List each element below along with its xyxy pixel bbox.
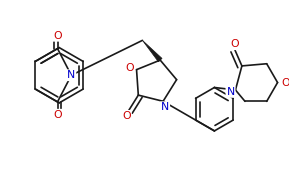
Text: N: N [67, 70, 75, 80]
Text: O: O [122, 111, 131, 121]
Polygon shape [142, 40, 162, 62]
Text: O: O [53, 31, 62, 41]
Text: O: O [125, 63, 134, 73]
Text: O: O [281, 78, 289, 88]
Text: O: O [53, 110, 62, 120]
Text: N: N [161, 102, 169, 112]
Text: N: N [226, 87, 235, 97]
Text: O: O [231, 39, 239, 49]
